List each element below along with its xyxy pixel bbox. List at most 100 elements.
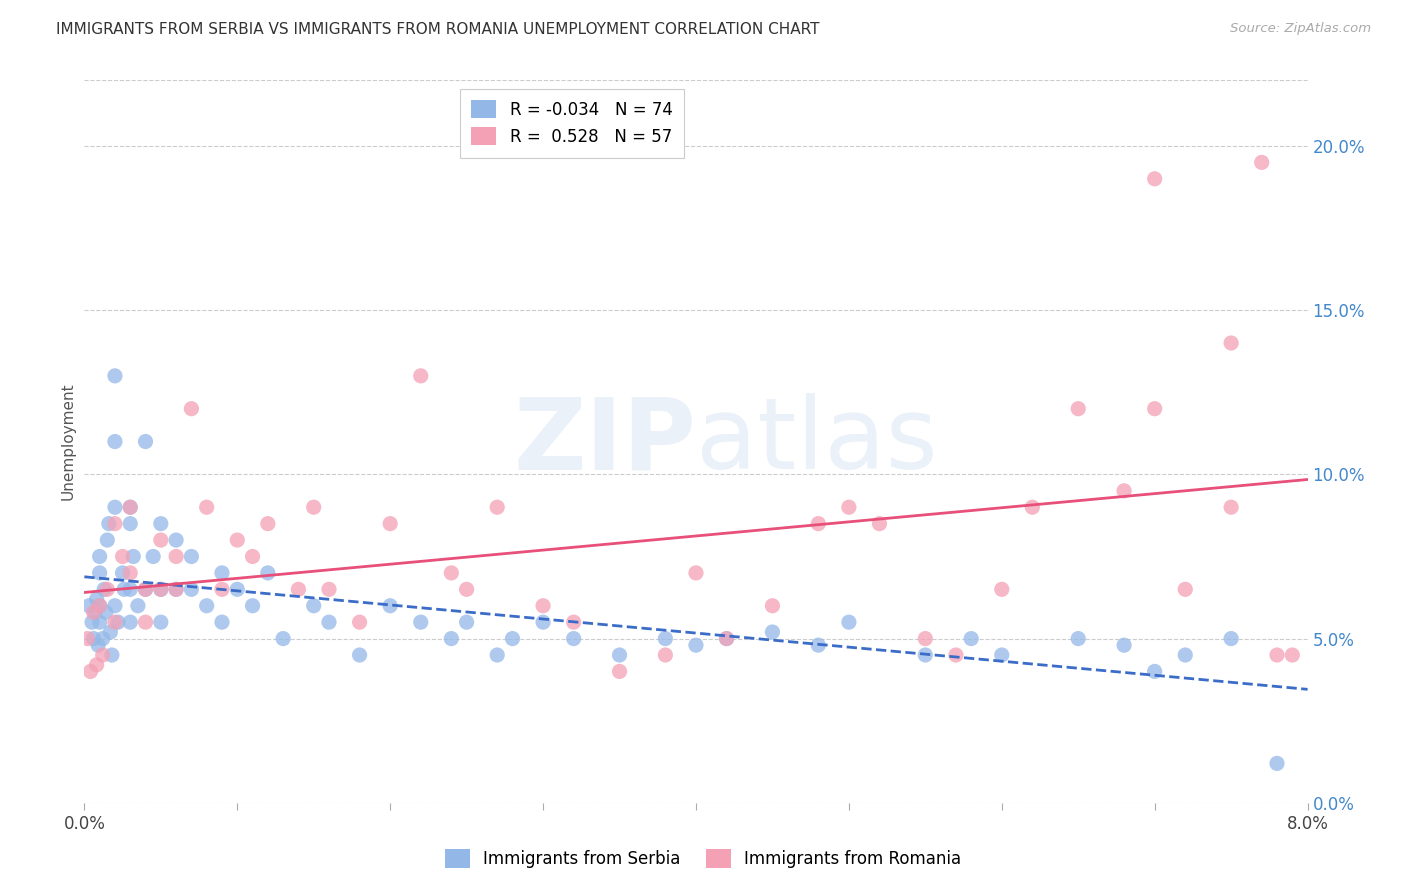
Text: ZIP: ZIP xyxy=(513,393,696,490)
Point xyxy=(165,582,187,597)
Point xyxy=(914,648,936,662)
Point xyxy=(685,566,707,580)
Point xyxy=(685,638,707,652)
Point xyxy=(1265,756,1288,771)
Point xyxy=(80,615,103,630)
Point xyxy=(440,632,463,646)
Point xyxy=(761,625,783,640)
Point xyxy=(89,615,111,630)
Point xyxy=(96,582,118,597)
Point xyxy=(960,632,983,646)
Point xyxy=(180,549,202,564)
Point xyxy=(1114,638,1136,652)
Point xyxy=(1174,648,1197,662)
Point xyxy=(122,549,145,564)
Point xyxy=(165,533,187,547)
Point xyxy=(1114,483,1136,498)
Point xyxy=(111,549,134,564)
Point xyxy=(807,516,830,531)
Point xyxy=(135,434,157,449)
Point xyxy=(83,632,105,646)
Point xyxy=(257,516,280,531)
Point xyxy=(86,592,108,607)
Point xyxy=(1067,632,1090,646)
Point xyxy=(409,615,432,630)
Point xyxy=(257,566,280,580)
Point xyxy=(440,566,463,580)
Point xyxy=(271,632,294,646)
Point xyxy=(531,599,554,613)
Point xyxy=(89,599,111,613)
Point xyxy=(409,368,432,383)
Point xyxy=(1220,632,1243,646)
Point xyxy=(76,632,98,646)
Point xyxy=(97,516,120,531)
Point xyxy=(349,648,371,662)
Point xyxy=(112,582,135,597)
Point xyxy=(120,566,142,580)
Point xyxy=(107,615,129,630)
Point xyxy=(211,615,233,630)
Point xyxy=(1281,648,1303,662)
Point xyxy=(302,599,325,613)
Point xyxy=(991,582,1014,597)
Point xyxy=(318,615,340,630)
Point xyxy=(654,632,676,646)
Legend: Immigrants from Serbia, Immigrants from Romania: Immigrants from Serbia, Immigrants from … xyxy=(439,843,967,875)
Point xyxy=(609,665,631,679)
Point xyxy=(531,615,554,630)
Point xyxy=(302,500,325,515)
Point xyxy=(104,516,127,531)
Point xyxy=(807,638,830,652)
Point xyxy=(120,582,142,597)
Point xyxy=(89,549,111,564)
Point xyxy=(609,648,631,662)
Point xyxy=(77,599,100,613)
Point xyxy=(120,516,142,531)
Point xyxy=(456,582,478,597)
Point xyxy=(94,605,117,619)
Point xyxy=(111,566,134,580)
Point xyxy=(486,648,509,662)
Point xyxy=(1250,155,1272,169)
Point xyxy=(242,599,264,613)
Point xyxy=(761,599,783,613)
Point xyxy=(104,368,127,383)
Point xyxy=(1143,401,1166,416)
Point xyxy=(456,615,478,630)
Point xyxy=(142,549,165,564)
Point xyxy=(91,648,114,662)
Text: IMMIGRANTS FROM SERBIA VS IMMIGRANTS FROM ROMANIA UNEMPLOYMENT CORRELATION CHART: IMMIGRANTS FROM SERBIA VS IMMIGRANTS FRO… xyxy=(56,22,820,37)
Point xyxy=(380,599,402,613)
Point xyxy=(83,605,105,619)
Point xyxy=(242,549,264,564)
Point xyxy=(562,632,585,646)
Point xyxy=(1220,336,1243,351)
Point xyxy=(135,582,157,597)
Point xyxy=(91,632,114,646)
Point xyxy=(349,615,371,630)
Point xyxy=(914,632,936,646)
Point xyxy=(1143,665,1166,679)
Point xyxy=(1174,582,1197,597)
Point xyxy=(716,632,738,646)
Point xyxy=(380,516,402,531)
Point xyxy=(86,657,108,672)
Point xyxy=(104,599,127,613)
Point xyxy=(96,533,118,547)
Point xyxy=(945,648,967,662)
Point xyxy=(149,533,172,547)
Point xyxy=(838,500,860,515)
Point xyxy=(165,582,187,597)
Point xyxy=(211,566,233,580)
Point xyxy=(1067,401,1090,416)
Point xyxy=(180,401,202,416)
Point xyxy=(226,533,249,547)
Point xyxy=(149,516,172,531)
Point xyxy=(180,582,202,597)
Point xyxy=(101,648,124,662)
Point xyxy=(318,582,340,597)
Point xyxy=(120,500,142,515)
Point xyxy=(869,516,891,531)
Point xyxy=(226,582,249,597)
